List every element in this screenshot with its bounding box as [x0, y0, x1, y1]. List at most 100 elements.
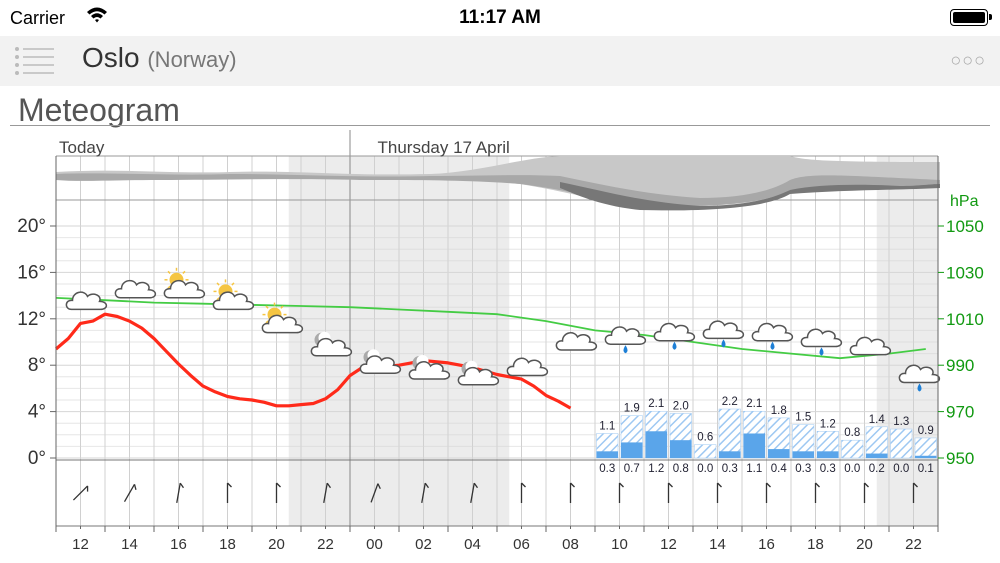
more-dots-icon[interactable]: ○○○ — [950, 50, 986, 70]
wind-barb-icon — [863, 482, 869, 503]
precip-max-bar — [841, 439, 864, 459]
precip-min-label: 0.2 — [869, 463, 885, 475]
precip-min-bar — [743, 433, 765, 458]
precip-max-label: 2.0 — [673, 400, 689, 412]
x-tick-label: 08 — [562, 536, 579, 553]
wind-barb-icon — [569, 482, 575, 503]
rain-cloud-icon — [653, 322, 696, 350]
precip-max-bar — [718, 408, 741, 459]
x-tick-label: 12 — [72, 536, 89, 553]
page-title: Meteogram — [18, 92, 180, 128]
precip-min-bar — [768, 449, 790, 458]
precip-max-label: 1.8 — [771, 405, 787, 417]
precip-max-label: 1.1 — [599, 421, 615, 433]
x-tick-label: 00 — [366, 536, 383, 553]
precip-max-bar — [914, 437, 937, 459]
precip-min-label: 0.7 — [624, 463, 640, 475]
pressure-tick-label: 1030 — [946, 263, 984, 282]
precip-min-label: 0.3 — [599, 463, 615, 475]
temp-tick-label: 4° — [28, 402, 46, 423]
wind-barb-icon — [716, 482, 722, 503]
wind-barb-icon — [765, 482, 771, 503]
cloud-icon — [506, 357, 549, 377]
rain-cloud-icon — [898, 364, 941, 392]
temp-tick-label: 12° — [17, 309, 46, 330]
wind-barb-icon — [123, 484, 137, 502]
carrier-label: Carrier — [10, 8, 66, 28]
wind-barb-icon — [667, 482, 673, 503]
wind-barb-icon — [370, 483, 381, 503]
precip-max-bar — [890, 428, 913, 459]
cloud-moon-icon — [359, 349, 402, 374]
status-bar: Carrier 11:17 AM — [0, 0, 1000, 36]
wind-barb-icon — [912, 482, 918, 503]
precip-max-label: 1.4 — [869, 414, 886, 426]
x-tick-label: 12 — [660, 536, 677, 553]
x-tick-label: 02 — [415, 536, 432, 553]
precip-max-label: 2.2 — [722, 396, 738, 408]
cloud-icon — [849, 336, 892, 356]
partly-sunny-icon — [212, 279, 255, 311]
partly-sunny-icon — [261, 302, 304, 334]
precip-min-bar — [817, 451, 839, 458]
cloud-moon-icon — [457, 360, 500, 386]
cloud-icon — [555, 332, 598, 351]
precip-min-label: 0.0 — [893, 463, 909, 475]
precip-max-label: 1.2 — [820, 418, 836, 430]
precip-min-bar — [596, 451, 618, 458]
x-tick-label: 04 — [464, 536, 481, 553]
city-name: Oslo — [82, 42, 140, 73]
precip-min-label: 0.1 — [918, 463, 934, 475]
cloud-icon — [114, 279, 157, 299]
x-tick-label: 16 — [758, 536, 775, 553]
x-tick-label: 14 — [709, 536, 726, 553]
pressure-tick-label: 1010 — [946, 310, 984, 329]
temp-tick-label: 0° — [28, 448, 46, 469]
temp-tick-label: 16° — [17, 262, 46, 283]
wind-barb-icon — [618, 482, 624, 503]
pressure-tick-label: 970 — [946, 403, 974, 422]
x-tick-label: 20 — [268, 536, 285, 553]
precip-max-label: 1.9 — [624, 403, 640, 415]
wind-barb-icon — [814, 482, 820, 503]
precip-min-bar — [866, 453, 888, 458]
temp-tick-label: 20° — [17, 216, 46, 237]
nav-bar: Oslo (Norway) ○○○ — [0, 36, 1000, 86]
rain-cloud-icon — [702, 320, 745, 348]
precip-max-label: 1.3 — [893, 416, 909, 428]
precip-max-bar — [694, 444, 717, 459]
cloud-layers-icon — [56, 156, 940, 211]
pressure-tick-label: 1050 — [946, 217, 984, 236]
wind-barb-icon — [226, 482, 232, 503]
cloud-moon-icon — [408, 355, 451, 380]
pressure-tick-label: 990 — [946, 356, 974, 375]
pressure-unit-label: hPa — [950, 193, 979, 210]
precip-min-bar — [792, 451, 814, 458]
cloud-moon-icon — [310, 331, 353, 357]
meteogram-chart: Today Thursday 17 April 1.1 0.3 1.9 0.7 2.1 1.2… — [17, 130, 984, 553]
x-tick-label: 06 — [513, 536, 530, 553]
wind-barb-icon — [275, 482, 281, 503]
day-label: Today — [59, 138, 105, 157]
precip-max-label: 1.5 — [795, 412, 811, 424]
precip-min-label: 0.4 — [771, 463, 788, 475]
x-tick-label: 18 — [807, 536, 824, 553]
rain-cloud-icon — [751, 322, 794, 350]
x-tick-label: 16 — [170, 536, 187, 553]
precip-max-label: 2.1 — [746, 398, 762, 410]
precip-min-bar — [621, 442, 643, 458]
night-shade — [876, 156, 938, 526]
rain-cloud-icon — [800, 328, 843, 356]
precip-max-label: 2.1 — [648, 398, 664, 410]
precip-min-bar — [645, 431, 667, 458]
status-time: 11:17 AM — [459, 7, 541, 28]
wind-barb-icon — [470, 482, 479, 503]
precip-min-label: 0.8 — [673, 463, 689, 475]
precip-min-label: 0.0 — [697, 463, 713, 475]
list-menu-icon[interactable] — [14, 46, 56, 76]
cloud-icon — [65, 291, 108, 311]
wifi-icon — [86, 6, 108, 29]
precip-max-label: 0.8 — [844, 427, 860, 439]
precip-min-label: 1.2 — [648, 463, 664, 475]
x-tick-label: 22 — [905, 536, 922, 553]
